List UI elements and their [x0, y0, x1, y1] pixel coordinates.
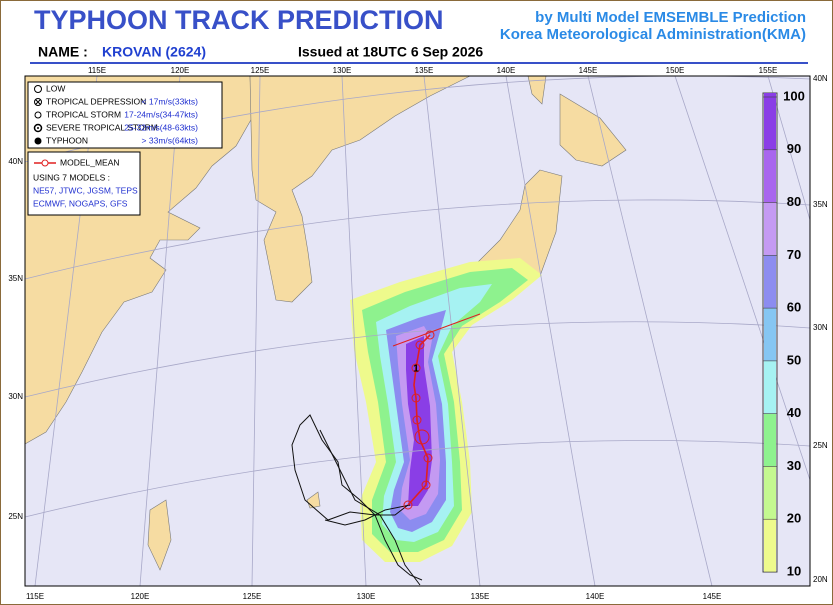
title: TYPHOON TRACK PREDICTION	[34, 5, 444, 35]
legend-label: LOW	[46, 83, 65, 93]
lat-label: 20N	[813, 575, 828, 584]
colorbar-segment	[764, 360, 776, 414]
legend-models: ECMWF, NOGAPS, GFS	[33, 198, 128, 208]
storm-name: KROVAN (2624)	[102, 44, 206, 60]
legend-range: 25-32m/s(48-63kts)	[124, 122, 198, 132]
grid	[24, 75, 811, 587]
legend-models: NE57, JTWC, JGSM, TEPS	[33, 185, 138, 195]
colorbar-segment	[764, 413, 776, 467]
lat-label: 35N	[8, 274, 23, 283]
lon-label: 140E	[586, 592, 605, 601]
colorbar-segment	[764, 149, 776, 203]
lon-label: 115E	[88, 66, 106, 75]
lon-label: 115E	[26, 592, 44, 601]
lat-label: 25N	[813, 441, 828, 450]
colorbar-segment	[764, 202, 776, 256]
model-mean-track	[392, 313, 481, 510]
lat-label: 30N	[8, 392, 23, 401]
map: 1	[24, 75, 811, 587]
colorbar-label: 70	[787, 247, 801, 262]
legend-label: SEVERE TROPICAL STORM	[46, 122, 158, 132]
lon-label: 140E	[497, 66, 516, 75]
colorbar-label: 100	[783, 88, 805, 103]
lat-label: 30N	[813, 323, 828, 332]
colorbar-label: 60	[787, 300, 801, 315]
lat-label: 25N	[8, 512, 23, 521]
colorbar-segment	[764, 466, 776, 520]
colorbar-segment	[764, 255, 776, 309]
agency: Korea Meteorological Administration(KMA)	[500, 26, 806, 43]
lon-label: 120E	[171, 66, 190, 75]
legend-range: 17-24m/s(34-47kts)	[124, 109, 198, 119]
colorbar-segment	[764, 519, 776, 572]
model-tracks	[291, 414, 423, 586]
lon-label: 120E	[131, 592, 150, 601]
lat-label: 40N	[813, 74, 828, 83]
subtitle: by Multi Model EMSEMBLE Prediction	[535, 9, 806, 26]
lat-label: 40N	[8, 157, 23, 166]
legend	[27, 81, 223, 216]
lon-label: 145E	[579, 66, 598, 75]
legend-box	[27, 81, 223, 149]
legend-models-title: USING 7 MODELS :	[33, 172, 110, 182]
colorbar-label: 20	[787, 511, 801, 526]
issued: Issued at 18UTC 6 Sep 2026	[298, 44, 483, 60]
legend-label: TYPHOON	[46, 135, 88, 145]
map-border	[24, 75, 811, 587]
colorbar-segment	[764, 93, 776, 150]
legend-mean: MODEL_MEAN	[60, 157, 120, 167]
lon-label: 125E	[251, 66, 270, 75]
lon-label: 125E	[243, 592, 262, 601]
colorbar-label: 90	[787, 141, 801, 156]
lon-label: 130E	[357, 592, 376, 601]
track-label: 1	[413, 364, 419, 375]
lon-label: 145E	[703, 592, 722, 601]
legend-range: < 17m/s(33kts)	[142, 96, 199, 106]
colorbar-label: 10	[787, 563, 801, 578]
colorbar-segment	[764, 308, 776, 361]
legend-label: TROPICAL STORM	[46, 109, 121, 119]
lon-label: 155E	[759, 66, 778, 75]
colorbar-label: 80	[787, 194, 801, 209]
legend-label: TROPICAL DEPRESSION	[46, 96, 146, 106]
name-label: NAME :	[38, 44, 88, 60]
legend-range: > 33m/s(64kts)	[142, 135, 199, 145]
lon-label: 150E	[666, 66, 685, 75]
lon-label: 135E	[471, 592, 490, 601]
lon-label: 130E	[333, 66, 352, 75]
colorbar-label: 30	[787, 458, 801, 473]
colorbar-label: 40	[787, 405, 801, 420]
lat-label: 35N	[813, 200, 828, 209]
lon-label: 135E	[415, 66, 434, 75]
colorbar-label: 50	[787, 352, 801, 367]
